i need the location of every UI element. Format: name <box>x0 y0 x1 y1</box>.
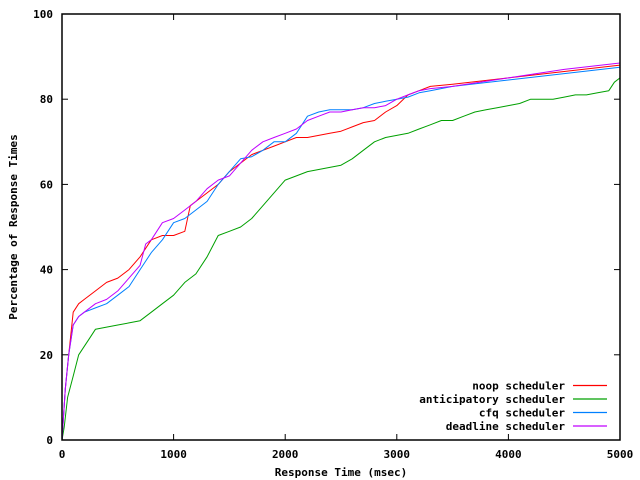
x-tick-label: 4000 <box>495 448 522 461</box>
y-tick-label: 40 <box>40 264 53 277</box>
legend-label: anticipatory scheduler <box>419 393 565 406</box>
x-axis: 0 1000 2000 3000 4000 5000 <box>59 14 634 461</box>
legend-label: deadline scheduler <box>446 420 566 433</box>
y-axis: 0 20 40 60 80 100 <box>33 8 620 447</box>
legend-label: noop scheduler <box>472 380 565 393</box>
plot-lines <box>61 62 621 441</box>
series-line-1 <box>61 77 621 441</box>
series-line-3 <box>61 62 621 441</box>
x-tick-label: 2000 <box>272 448 299 461</box>
y-tick-label: 80 <box>40 93 53 106</box>
x-tick-label: 3000 <box>384 448 411 461</box>
series-line-2 <box>61 66 621 441</box>
x-tick-label: 0 <box>59 448 66 461</box>
y-tick-label: 20 <box>40 349 53 362</box>
plot-frame <box>61 13 621 441</box>
x-tick-label: 5000 <box>607 448 634 461</box>
x-axis-title: Response Time (msec) <box>275 466 407 479</box>
x-tick-label: 1000 <box>160 448 187 461</box>
y-tick-label: 60 <box>40 178 53 191</box>
y-axis-title: Percentage of Response Times <box>7 134 20 319</box>
legend-label: cfq scheduler <box>479 407 565 420</box>
y-tick-label: 100 <box>33 8 53 21</box>
y-tick-label: 0 <box>46 434 53 447</box>
series-line-0 <box>61 64 621 441</box>
